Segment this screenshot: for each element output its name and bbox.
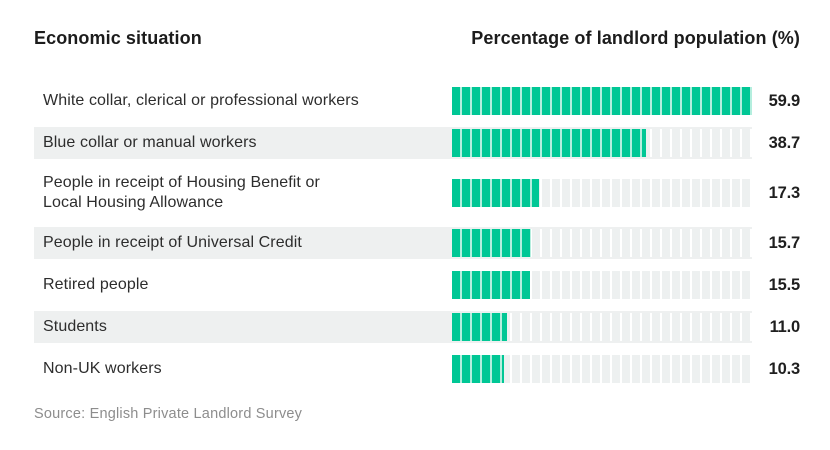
row-band: People in receipt of Universal Credit (34, 227, 752, 259)
chart-row: Non-UK workers 10.3 (34, 353, 800, 385)
segmented-bar (452, 229, 752, 257)
value-label: 17.3 (768, 183, 801, 202)
segmented-bar-fill (452, 229, 531, 257)
segmented-bar-fill (452, 355, 504, 383)
value-label: 15.7 (768, 233, 801, 252)
source-note: Source: English Private Landlord Survey (34, 406, 303, 422)
chart-row: People in receipt of Housing Benefit or … (34, 169, 800, 217)
segmented-bar (452, 271, 752, 299)
row-band: Non-UK workers (34, 353, 752, 385)
chart-header: Economic situation Percentage of landlor… (34, 28, 800, 52)
segmented-bar-fill (452, 129, 646, 157)
value-label: 11.0 (769, 317, 801, 336)
segmented-bar (452, 87, 752, 115)
category-label: Blue collar or manual workers (43, 133, 257, 151)
category-label: White collar, clerical or professional w… (43, 91, 359, 109)
chart-rows: White collar, clerical or professional w… (34, 85, 800, 385)
category-label: Students (43, 317, 107, 335)
value-label: 38.7 (768, 133, 801, 152)
segmented-bar (452, 355, 752, 383)
segmented-bar (452, 179, 752, 207)
row-band: Retired people (34, 269, 752, 301)
chart-row: Retired people 15.5 (34, 269, 800, 301)
category-label: Non-UK workers (43, 359, 162, 377)
segmented-bar-fill (452, 271, 530, 299)
category-label: People in receipt of Universal Credit (43, 233, 302, 251)
row-band: White collar, clerical or professional w… (34, 85, 752, 117)
value-label: 10.3 (768, 359, 801, 378)
value-label: 59.9 (768, 91, 801, 110)
value-column-title: Percentage of landlord population (%) (471, 28, 800, 48)
segmented-bar (452, 129, 752, 157)
segmented-bar-fill (452, 87, 752, 115)
row-band: Blue collar or manual workers (34, 127, 752, 159)
category-label: People in receipt of Housing Benefit or … (43, 173, 320, 211)
segmented-bar-fill (452, 313, 508, 341)
category-column-title: Economic situation (34, 28, 202, 48)
segmented-bar-fill (452, 179, 539, 207)
row-band: People in receipt of Housing Benefit or … (34, 169, 752, 217)
segmented-bar (452, 313, 752, 341)
value-label: 15.5 (768, 275, 801, 294)
row-band: Students (34, 311, 752, 343)
chart-row: White collar, clerical or professional w… (34, 85, 800, 117)
category-label: Retired people (43, 275, 149, 293)
chart-row: Blue collar or manual workers 38.7 (34, 127, 800, 159)
chart-row: People in receipt of Universal Credit 15.… (34, 227, 800, 259)
chart-row: Students 11.0 (34, 311, 800, 343)
